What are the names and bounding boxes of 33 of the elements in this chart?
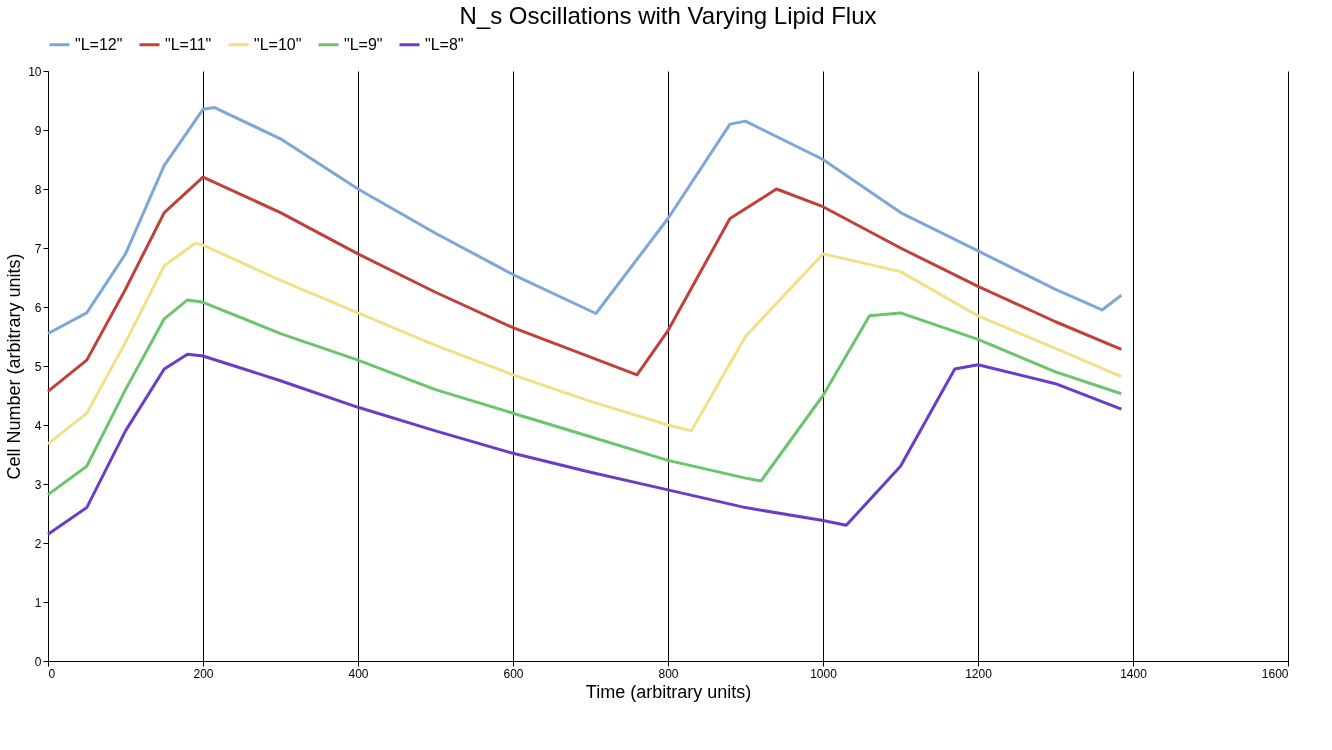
x-tick-label: 400 (348, 666, 369, 681)
x-tick-label: 1200 (965, 666, 993, 681)
y-tick-label: 3 (34, 477, 42, 492)
y-tick-label: 4 (34, 418, 42, 433)
legend-label: "L=11" (165, 35, 212, 53)
y-tick-label: 9 (34, 123, 42, 138)
line-series (46, 175, 1123, 393)
line-series (46, 241, 1123, 446)
y-tick-label: 5 (34, 359, 42, 374)
y-tick-label: 10 (28, 64, 42, 79)
x-tick-label: 200 (193, 666, 214, 681)
y-tick-label: 1 (34, 595, 42, 610)
x-tick-label: 1400 (1120, 666, 1148, 681)
y-tick-label: 6 (34, 300, 42, 315)
x-tick-label: 1600 (1261, 666, 1289, 681)
y-tick-label: 0 (34, 654, 42, 669)
x-tick-label: 1000 (810, 666, 838, 681)
x-tick-label: 600 (503, 666, 524, 681)
chart-title: N_s Oscillations with Varying Lipid Flux (459, 2, 877, 29)
line-series (46, 298, 1123, 497)
y-tick-label: 8 (34, 182, 42, 197)
x-tick-label: 800 (658, 666, 679, 681)
y-tick-label: 7 (34, 241, 42, 256)
legend-label: "L=9" (344, 35, 383, 53)
line-series (46, 106, 1123, 336)
x-tick-label: 0 (48, 666, 56, 681)
y-tick-label: 2 (34, 536, 42, 551)
legend-label: "L=12" (75, 35, 123, 53)
y-axis-title: Cell Number (arbitrary units) (4, 253, 25, 480)
legend-label: "L=10" (254, 35, 302, 53)
x-axis-title: Time (arbitrary units) (585, 681, 752, 702)
line-series (46, 352, 1123, 536)
legend-label: "L=8" (425, 35, 464, 53)
